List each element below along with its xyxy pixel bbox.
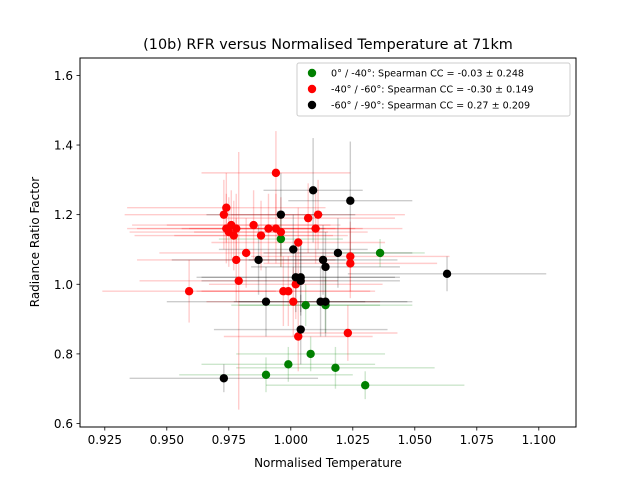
x-tick-label: 0.925	[88, 433, 122, 447]
x-tick-label: 1.050	[398, 433, 432, 447]
data-point-series-2	[276, 210, 286, 219]
data-point-series-1	[313, 210, 323, 219]
data-point-series-2	[296, 276, 305, 285]
data-point-series-1	[271, 168, 281, 178]
x-axis-ticks: 0.925 0.950 0.975 1.000 1.025 1.050 1.075 1.100	[88, 427, 556, 447]
data-point-series-0	[261, 370, 271, 379]
y-axis-ticks: 0.6 0.8 1.0 1.2 1.4 1.6	[54, 69, 80, 431]
data-point-series-1	[232, 255, 241, 265]
legend-marker-1	[307, 84, 317, 94]
data-point-series-1	[222, 224, 231, 233]
data-point-series-2	[321, 262, 330, 272]
legend: 0° / -40°: Spearman CC = -0.03 ± 0.248 -…	[296, 62, 571, 117]
y-tick-label: 0.6	[54, 417, 73, 431]
data-point-series-2	[321, 297, 330, 306]
data-point-series-2	[261, 297, 271, 306]
y-tick-label: 1.6	[54, 69, 73, 83]
data-point-series-1	[346, 252, 355, 261]
x-axis-label: Normalised Temperature	[254, 456, 402, 470]
data-point-series-2	[219, 374, 229, 383]
data-point-series-1	[303, 213, 313, 223]
legend-label-0: 0° / -40°: Spearman CC = -0.03 ± 0.248	[331, 69, 524, 80]
plot-frame	[79, 57, 577, 428]
data-point-series-2	[442, 269, 452, 279]
data-point-series-0	[284, 360, 293, 369]
data-point-series-1	[343, 328, 353, 338]
data-point-series-2	[296, 325, 305, 334]
data-point-series-1	[346, 259, 355, 268]
data-point-series-0	[276, 234, 286, 244]
data-point-series-1	[284, 287, 293, 296]
data-point-series-1	[294, 332, 303, 341]
data-point-series-1	[241, 248, 251, 258]
data-point-series-1	[294, 238, 303, 247]
y-tick-label: 1.2	[54, 208, 73, 222]
data-point-series-2	[289, 245, 298, 254]
data-point-series-0	[331, 363, 340, 373]
x-tick-label: 0.950	[150, 433, 184, 447]
data-point-series-0	[375, 248, 385, 258]
data-markers	[184, 168, 452, 390]
legend-marker-2	[307, 100, 317, 110]
x-tick-label: 1.075	[460, 433, 494, 447]
data-point-series-1	[289, 297, 298, 306]
data-point-series-2	[333, 248, 343, 258]
x-tick-label: 1.025	[336, 433, 370, 447]
data-point-series-1	[256, 231, 266, 240]
x-tick-label: 1.100	[522, 433, 556, 447]
data-point-series-2	[308, 186, 318, 195]
data-point-series-1	[264, 224, 273, 233]
data-point-series-0	[306, 349, 315, 359]
data-point-series-1	[222, 203, 231, 212]
y-tick-label: 0.8	[54, 347, 73, 361]
chart-title: (10b) RFR versus Normalised Temperature …	[143, 37, 513, 53]
y-tick-label: 1.4	[54, 139, 73, 153]
data-point-series-0	[361, 381, 370, 390]
data-point-series-2	[318, 255, 328, 265]
y-axis-label: Radiance Ratio Factor	[28, 177, 42, 308]
data-point-series-2	[254, 255, 263, 265]
data-point-series-1	[249, 220, 258, 230]
x-tick-label: 0.975	[212, 433, 246, 447]
data-point-series-0	[301, 300, 310, 310]
data-point-series-1	[311, 224, 320, 233]
data-point-series-1	[229, 231, 238, 240]
data-point-series-1	[184, 287, 194, 296]
legend-box	[296, 62, 571, 117]
data-point-series-1	[276, 227, 286, 237]
data-point-series-1	[232, 224, 241, 233]
y-tick-label: 1.0	[54, 278, 73, 292]
data-point-series-1	[234, 276, 243, 285]
data-point-series-2	[346, 196, 355, 205]
legend-label-1: -40° / -60°: Spearman CC = -0.30 ± 0.149	[331, 85, 534, 96]
x-tick-label: 1.000	[274, 433, 308, 447]
legend-label-2: -60° / -90°: Spearman CC = 0.27 ± 0.209	[331, 101, 530, 112]
data-point-series-1	[219, 210, 229, 219]
legend-marker-0	[307, 68, 317, 78]
